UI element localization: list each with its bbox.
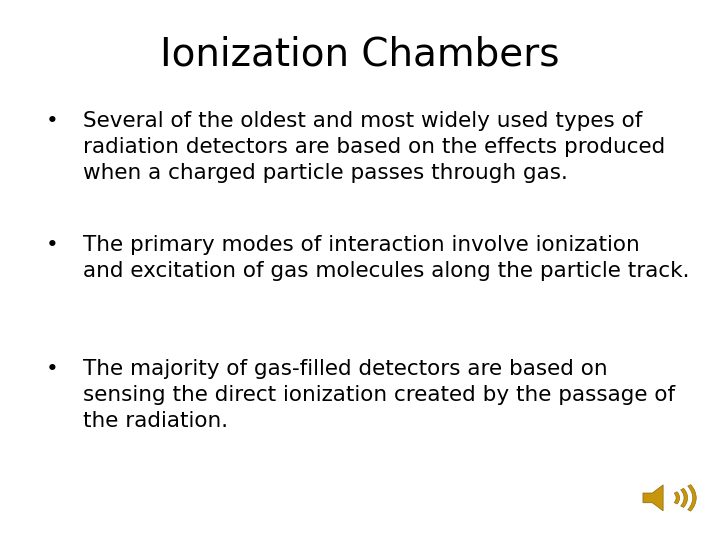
Wedge shape: [680, 488, 688, 508]
Text: •: •: [45, 235, 58, 255]
Text: The majority of gas-filled detectors are based on
sensing the direct ionization : The majority of gas-filled detectors are…: [83, 359, 675, 431]
Wedge shape: [688, 484, 696, 511]
Text: Ionization Chambers: Ionization Chambers: [161, 35, 559, 73]
Wedge shape: [674, 492, 680, 504]
Text: •: •: [45, 359, 58, 379]
Polygon shape: [643, 485, 663, 511]
Text: Several of the oldest and most widely used types of
radiation detectors are base: Several of the oldest and most widely us…: [83, 111, 665, 183]
Text: The primary modes of interaction involve ionization
and excitation of gas molecu: The primary modes of interaction involve…: [83, 235, 689, 281]
Text: •: •: [45, 111, 58, 131]
